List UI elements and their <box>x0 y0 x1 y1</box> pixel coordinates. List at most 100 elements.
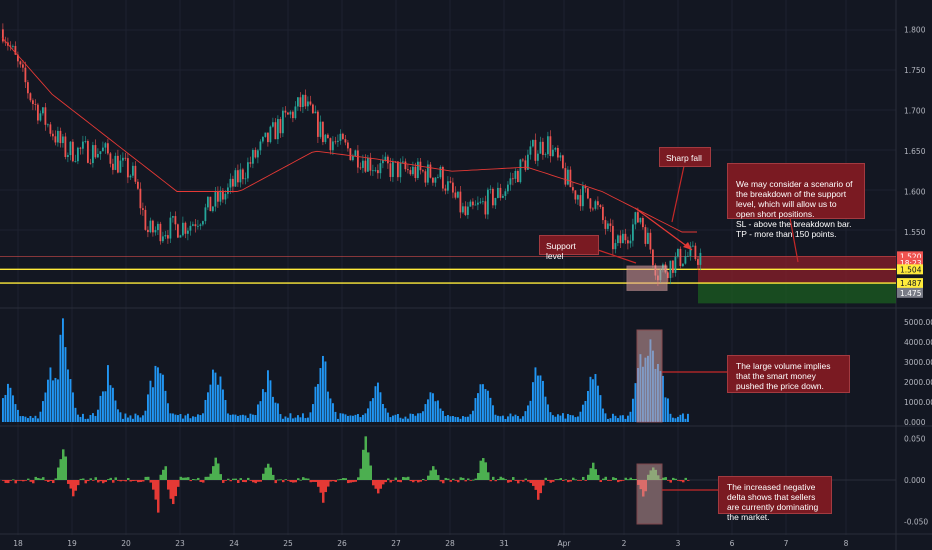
delta-bar <box>84 480 87 484</box>
candle <box>434 177 437 183</box>
candle <box>469 201 472 207</box>
delta-bar <box>157 480 160 513</box>
candle <box>77 147 79 162</box>
candle <box>554 147 557 150</box>
candle <box>569 169 572 188</box>
candle <box>109 153 112 164</box>
volume-bar <box>194 416 197 422</box>
delta-bar <box>567 480 570 483</box>
volume-bar <box>447 415 449 422</box>
volume-bar <box>314 386 317 422</box>
volume-bar <box>522 416 524 422</box>
delta-bar <box>682 480 685 483</box>
volume-bar <box>499 416 502 422</box>
delta-bar <box>12 479 15 481</box>
delta-bar <box>627 479 630 481</box>
delta-bar <box>174 480 177 497</box>
delta-bar <box>274 480 277 484</box>
volume-bar <box>19 416 22 422</box>
candle <box>344 139 347 143</box>
volume-bar <box>604 413 607 422</box>
candle <box>647 232 649 244</box>
candle <box>502 195 504 198</box>
candle <box>209 196 212 212</box>
volume-bar <box>672 417 674 422</box>
candle <box>544 154 547 156</box>
volume-bar <box>467 416 469 422</box>
volume-bar <box>482 384 484 422</box>
delta-bar <box>307 478 310 480</box>
volume-bar <box>594 374 597 422</box>
volume-bar <box>244 415 247 422</box>
candle <box>134 165 137 182</box>
volume-bar <box>264 392 267 422</box>
delta-tick-label: 0.000 <box>904 476 926 485</box>
volume-bar <box>324 361 327 422</box>
delta-bar <box>169 480 172 499</box>
volume-bar <box>497 415 499 422</box>
delta-bar <box>599 480 602 483</box>
volume-bar <box>412 413 414 422</box>
volume-bar <box>189 418 192 422</box>
volume-bar <box>54 377 57 422</box>
delta-bar <box>374 480 377 489</box>
delta-bar <box>494 480 497 482</box>
delta-bar <box>22 480 25 482</box>
delta-bar <box>472 479 475 481</box>
volume-bar <box>179 413 182 422</box>
volume-bar <box>344 414 347 422</box>
delta-bar <box>129 480 132 482</box>
volume-bar <box>142 415 144 422</box>
candle <box>79 147 82 149</box>
volume-bar <box>687 413 689 422</box>
volume-bar <box>59 334 62 422</box>
candle <box>322 121 324 143</box>
delta-bar <box>579 480 582 481</box>
volume-bar <box>157 367 159 422</box>
delta-bar <box>299 479 302 481</box>
price-label-text: 1.487 <box>900 279 922 288</box>
volume-bar <box>544 396 547 422</box>
candle <box>207 196 209 208</box>
volume-bar <box>462 416 464 422</box>
volume-bar <box>389 417 392 422</box>
candle <box>224 193 227 200</box>
candle <box>339 133 342 141</box>
volume-bar <box>247 417 249 422</box>
volume-bar <box>2 398 4 422</box>
volume-bar <box>374 386 377 422</box>
candle <box>564 168 567 185</box>
delta-callout: The increased negative delta shows that … <box>718 476 832 522</box>
volume-bar <box>627 415 629 422</box>
delta-bar <box>479 460 482 480</box>
delta-bar <box>87 480 90 482</box>
volume-bar <box>102 391 104 422</box>
delta-bar <box>337 479 340 481</box>
delta-bar <box>554 479 557 480</box>
candle <box>34 104 37 105</box>
candle <box>452 182 454 193</box>
delta-bar <box>582 476 585 480</box>
volume-bar <box>362 414 364 422</box>
volume-bar <box>339 413 342 422</box>
candle <box>94 145 97 158</box>
candle <box>512 178 514 180</box>
candle <box>309 101 312 105</box>
candle <box>457 191 459 198</box>
volume-bar <box>29 416 32 422</box>
candle <box>42 107 44 114</box>
candle <box>459 191 462 213</box>
volume-bar <box>579 411 582 422</box>
delta-bar <box>487 472 490 480</box>
volume-bar <box>84 418 87 422</box>
volume-bar <box>224 400 227 422</box>
volume-bar <box>399 417 402 422</box>
candle <box>584 186 587 189</box>
volume-bar <box>682 413 684 422</box>
delta-bar <box>222 480 225 483</box>
volume-bar <box>582 404 584 422</box>
candle <box>192 224 194 226</box>
delta-bar <box>449 480 452 482</box>
